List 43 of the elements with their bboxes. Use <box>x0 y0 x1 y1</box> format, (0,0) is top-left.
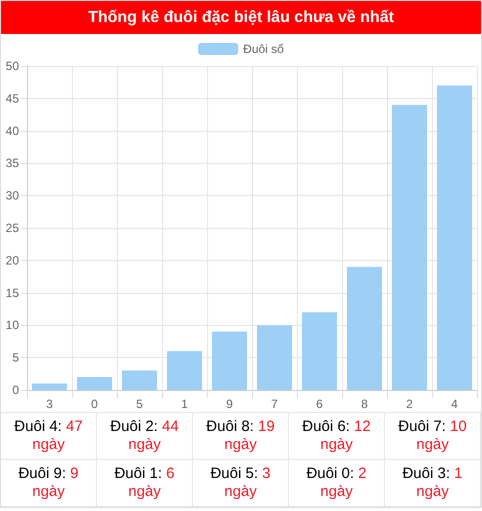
x-tick-label: 4 <box>451 397 458 411</box>
y-tick-label: 10 <box>6 318 20 332</box>
bar <box>392 104 428 390</box>
text: Đuôi 6: 12 ngày <box>302 418 371 453</box>
text: Đuôi 1: 6 ngày <box>114 465 175 500</box>
bar <box>166 351 202 390</box>
text: Đuôi 8: 19 ngày <box>206 418 275 453</box>
y-tick-label: 0 <box>12 383 20 397</box>
y-tick-label: 5 <box>12 350 20 365</box>
y-tick-label: 35 <box>6 156 20 170</box>
x-tick-label: 1 <box>181 397 188 411</box>
y-tick-label: 20 <box>6 253 20 268</box>
x-tick-label: 8 <box>361 397 368 411</box>
chart-title: Thống kê đuôi đặc biệt lâu chưa về nhất <box>1 1 481 34</box>
bar <box>346 266 382 390</box>
text: Đuôi 5: 3 ngày <box>210 465 271 500</box>
bar <box>302 312 338 390</box>
bar <box>76 377 112 390</box>
bar <box>32 384 68 390</box>
text: Đuôi 2: 44 ngày <box>110 418 179 453</box>
x-tick-label: 9 <box>226 397 234 411</box>
bar <box>212 332 248 390</box>
x-tick-label: 6 <box>316 397 324 411</box>
x-tick-label: 7 <box>271 397 278 411</box>
y-tick-label: 25 <box>6 221 20 235</box>
x-tick-label: 0 <box>91 397 98 411</box>
bar <box>436 85 472 390</box>
text: Đuôi 7: 10 ngày <box>398 418 467 453</box>
bar <box>122 370 158 390</box>
y-tick-label: 40 <box>6 124 20 138</box>
x-tick-label: 3 <box>46 397 54 411</box>
y-tick-label: 30 <box>6 188 20 203</box>
y-tick-label: 45 <box>6 91 20 106</box>
y-tick-label: 50 <box>6 59 20 73</box>
text: Đuôi 3: 1 ngày <box>402 465 463 500</box>
text: Đuôi 4: 47 ngày <box>14 418 83 453</box>
legend-label: Đuôi số <box>243 42 284 56</box>
text: Đuôi 0: 2 ngày <box>306 465 367 500</box>
y-tick-label: 15 <box>6 286 20 300</box>
text: Đuôi 9: 9 ngày <box>18 465 79 500</box>
x-tick-label: 5 <box>136 397 144 411</box>
x-tick-label: 2 <box>406 397 414 411</box>
bar <box>256 325 292 390</box>
